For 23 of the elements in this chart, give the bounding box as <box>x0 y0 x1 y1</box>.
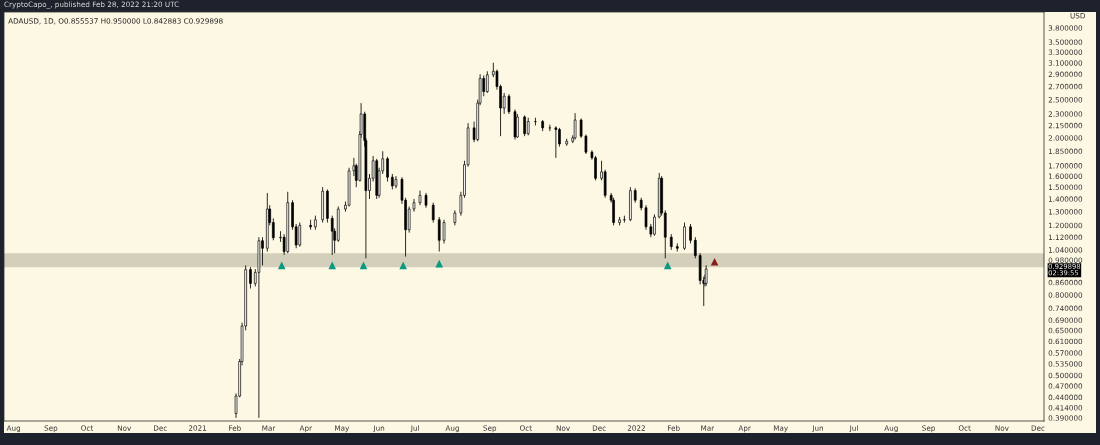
candlestick <box>418 190 422 206</box>
candlestick <box>486 70 489 94</box>
candlestick <box>683 222 686 251</box>
candlestick <box>644 204 648 231</box>
candlestick <box>330 215 334 256</box>
candlestick <box>554 125 558 159</box>
candlestick <box>694 236 697 259</box>
candlestick <box>573 112 577 141</box>
candlestick <box>431 202 435 223</box>
candlestick <box>298 222 302 248</box>
candlestick <box>523 115 526 137</box>
candlestick <box>603 169 607 199</box>
candlestick <box>309 219 312 231</box>
candlestick <box>442 219 446 244</box>
candlestick <box>623 215 626 223</box>
candlestick <box>249 266 252 289</box>
candlestick <box>534 117 537 126</box>
candlestick <box>386 156 389 182</box>
candlestick <box>507 93 511 115</box>
candlestick <box>516 113 519 139</box>
candlestick <box>612 197 615 226</box>
candlestick <box>653 213 656 237</box>
candlestick <box>689 223 692 244</box>
